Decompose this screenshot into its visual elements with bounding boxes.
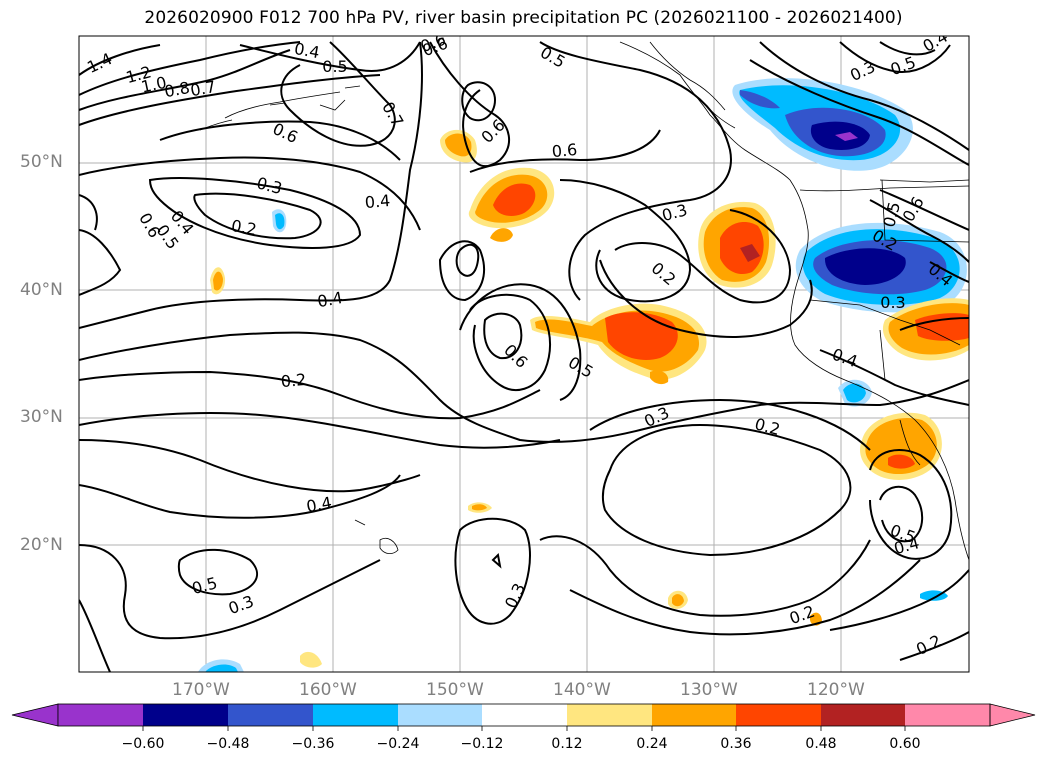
- map-plot-area: 1.4 1.2 1.0 0.8 0.7 0.4 0.5 0.6 0.7 0.6 …: [79, 36, 969, 672]
- contour-label: 0.2: [280, 370, 307, 391]
- contour-label: 0.4: [305, 493, 333, 516]
- colorbar-segment: [736, 704, 821, 726]
- lat-label-50n: 50°N: [20, 152, 63, 172]
- colorbar-tick-label: −0.24: [376, 736, 420, 752]
- contour-label: 0.8: [163, 78, 191, 101]
- colorbar-tick-label: −0.12: [460, 736, 504, 752]
- colorbar-tick-label: 0.60: [889, 736, 921, 752]
- colorbar-segment: [652, 704, 736, 726]
- colorbar-max-arrow: [989, 703, 1036, 727]
- contour-label: 0.3: [880, 293, 905, 312]
- contour-label: 0.7: [189, 77, 217, 100]
- colorbar-min-arrow: [11, 703, 59, 727]
- colorbar-segment: [482, 704, 567, 726]
- lon-label-130w: 130°W: [680, 680, 738, 700]
- colorbar-segment: [58, 704, 143, 726]
- colorbar-segment: [821, 704, 905, 726]
- lat-label-40n: 40°N: [20, 280, 63, 300]
- lat-label-20n: 20°N: [20, 535, 63, 555]
- lat-label-30n: 30°N: [20, 407, 63, 427]
- lon-label-170w: 170°W: [172, 680, 230, 700]
- contour-label: 0.5: [322, 57, 347, 76]
- colorbar-tick-label: 0.48: [805, 736, 837, 752]
- colorbar-segment: [398, 704, 482, 726]
- colorbar-tick-label: −0.60: [121, 736, 165, 752]
- colorbar-tick-label: −0.36: [291, 736, 335, 752]
- lon-label-120w: 120°W: [807, 680, 865, 700]
- coastlines: [199, 41, 969, 561]
- colorbar: [11, 703, 1036, 731]
- pv-contours: [79, 41, 969, 672]
- colorbar-tick-label: −0.48: [206, 736, 250, 752]
- contour-label: 0.4: [293, 39, 321, 62]
- colorbar-segment: [228, 704, 313, 726]
- contour-label: 0.4: [316, 288, 344, 311]
- contour-label: 0.2: [230, 216, 258, 239]
- map-title: 2026020900 F012 700 hPa PV, river basin …: [144, 8, 903, 28]
- colorbar-segment: [143, 704, 228, 726]
- colorbar-tick-label: 0.36: [720, 736, 752, 752]
- colorbar-segment: [313, 704, 398, 726]
- lon-label-140w: 140°W: [553, 680, 611, 700]
- colorbar-segment: [905, 704, 990, 726]
- lon-label-150w: 150°W: [426, 680, 484, 700]
- lon-label-160w: 160°W: [299, 680, 357, 700]
- plot-border: [78, 35, 970, 673]
- contour-label: 0.6: [551, 140, 578, 161]
- contour-label: 0.4: [364, 191, 391, 212]
- colorbar-tick-label: 0.24: [636, 736, 668, 752]
- colorbar-tick-label: 0.12: [551, 736, 583, 752]
- colorbar-segment: [567, 704, 652, 726]
- precip-shading: [198, 78, 969, 672]
- contour-label: 1.0: [139, 73, 168, 97]
